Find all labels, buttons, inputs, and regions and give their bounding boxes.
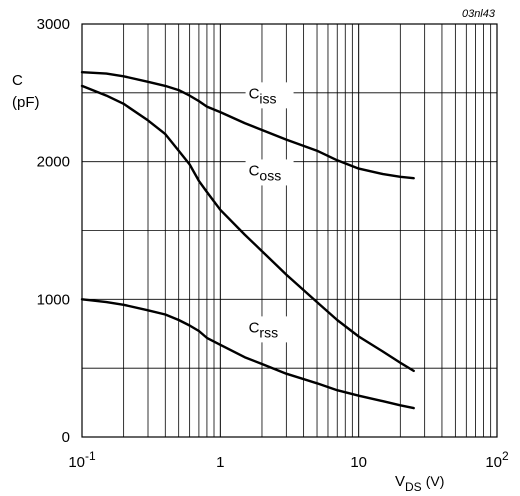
series-line-coss (80, 84, 415, 373)
curves (80, 70, 415, 410)
y-axis-unit: (pF) (12, 94, 40, 111)
y-tick-label: 0 (62, 429, 70, 446)
y-tick-labels: 0 1000 2000 3000 (37, 16, 70, 446)
y-axis-label: C (12, 72, 23, 89)
document-code: 03nl43 (462, 8, 496, 20)
series-label-bg (245, 159, 294, 186)
series-label-crss: Crss (249, 319, 279, 340)
grid (82, 24, 497, 437)
x-tick-labels: 10-1 1 10 102 (68, 449, 509, 471)
y-tick-label: 2000 (37, 154, 70, 171)
series-label-coss: Coss (249, 162, 282, 183)
series-label-ciss: Ciss (249, 85, 277, 106)
series-line-crss (80, 298, 415, 410)
x-axis-label-main: V (395, 473, 405, 490)
x-tick-label: 10 (350, 454, 367, 471)
x-tick-label: 10-1 (68, 449, 96, 471)
series-labels: Ciss Coss Crss (245, 82, 294, 343)
series-label-bg (245, 82, 294, 109)
y-tick-label: 1000 (37, 291, 70, 308)
x-axis-label-sub: DS (405, 480, 422, 494)
x-axis-label: VDS (V) (395, 473, 444, 494)
y-tick-label: 3000 (37, 16, 70, 33)
x-tick-label: 102 (485, 449, 509, 471)
series-line-ciss (80, 70, 415, 180)
series-label-bg (245, 316, 294, 343)
plot-frame (81, 23, 498, 438)
x-axis-label-unit: (V) (426, 473, 445, 489)
x-tick-label: 1 (216, 454, 224, 471)
